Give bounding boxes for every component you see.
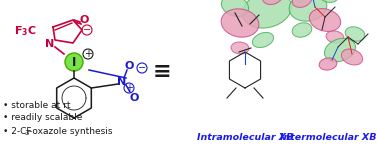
Text: • storable at rt: • storable at rt <box>3 100 71 110</box>
Text: ≡: ≡ <box>153 62 171 82</box>
Text: O: O <box>79 15 89 25</box>
Text: I: I <box>72 56 76 69</box>
Text: −: − <box>138 63 146 73</box>
Text: $\mathregular{F_3C}$: $\mathregular{F_3C}$ <box>14 24 37 38</box>
Ellipse shape <box>292 23 312 37</box>
Ellipse shape <box>345 27 365 41</box>
Ellipse shape <box>326 31 344 43</box>
Ellipse shape <box>253 32 274 48</box>
Text: N: N <box>118 77 127 87</box>
Ellipse shape <box>242 0 291 28</box>
Ellipse shape <box>292 0 312 7</box>
Text: O: O <box>124 61 134 71</box>
Text: −: − <box>83 25 91 35</box>
Text: 3: 3 <box>24 130 28 136</box>
Circle shape <box>65 53 83 71</box>
Text: • readily scalable: • readily scalable <box>3 114 82 123</box>
Text: N: N <box>45 39 55 49</box>
Text: -oxazole synthesis: -oxazole synthesis <box>29 127 113 136</box>
Ellipse shape <box>231 42 249 54</box>
Ellipse shape <box>324 38 355 62</box>
Text: Intermolecular XB: Intermolecular XB <box>280 133 376 143</box>
Text: Intramolecular XB: Intramolecular XB <box>197 133 293 143</box>
Text: +: + <box>84 49 92 59</box>
Ellipse shape <box>289 0 327 21</box>
Ellipse shape <box>262 0 284 5</box>
Ellipse shape <box>309 9 341 31</box>
Ellipse shape <box>221 9 259 37</box>
Text: • 2-CF: • 2-CF <box>3 127 31 136</box>
Ellipse shape <box>341 49 363 65</box>
Text: +: + <box>125 83 133 93</box>
Ellipse shape <box>317 0 339 2</box>
Ellipse shape <box>222 0 249 17</box>
Text: O: O <box>129 93 139 103</box>
Ellipse shape <box>319 58 337 70</box>
